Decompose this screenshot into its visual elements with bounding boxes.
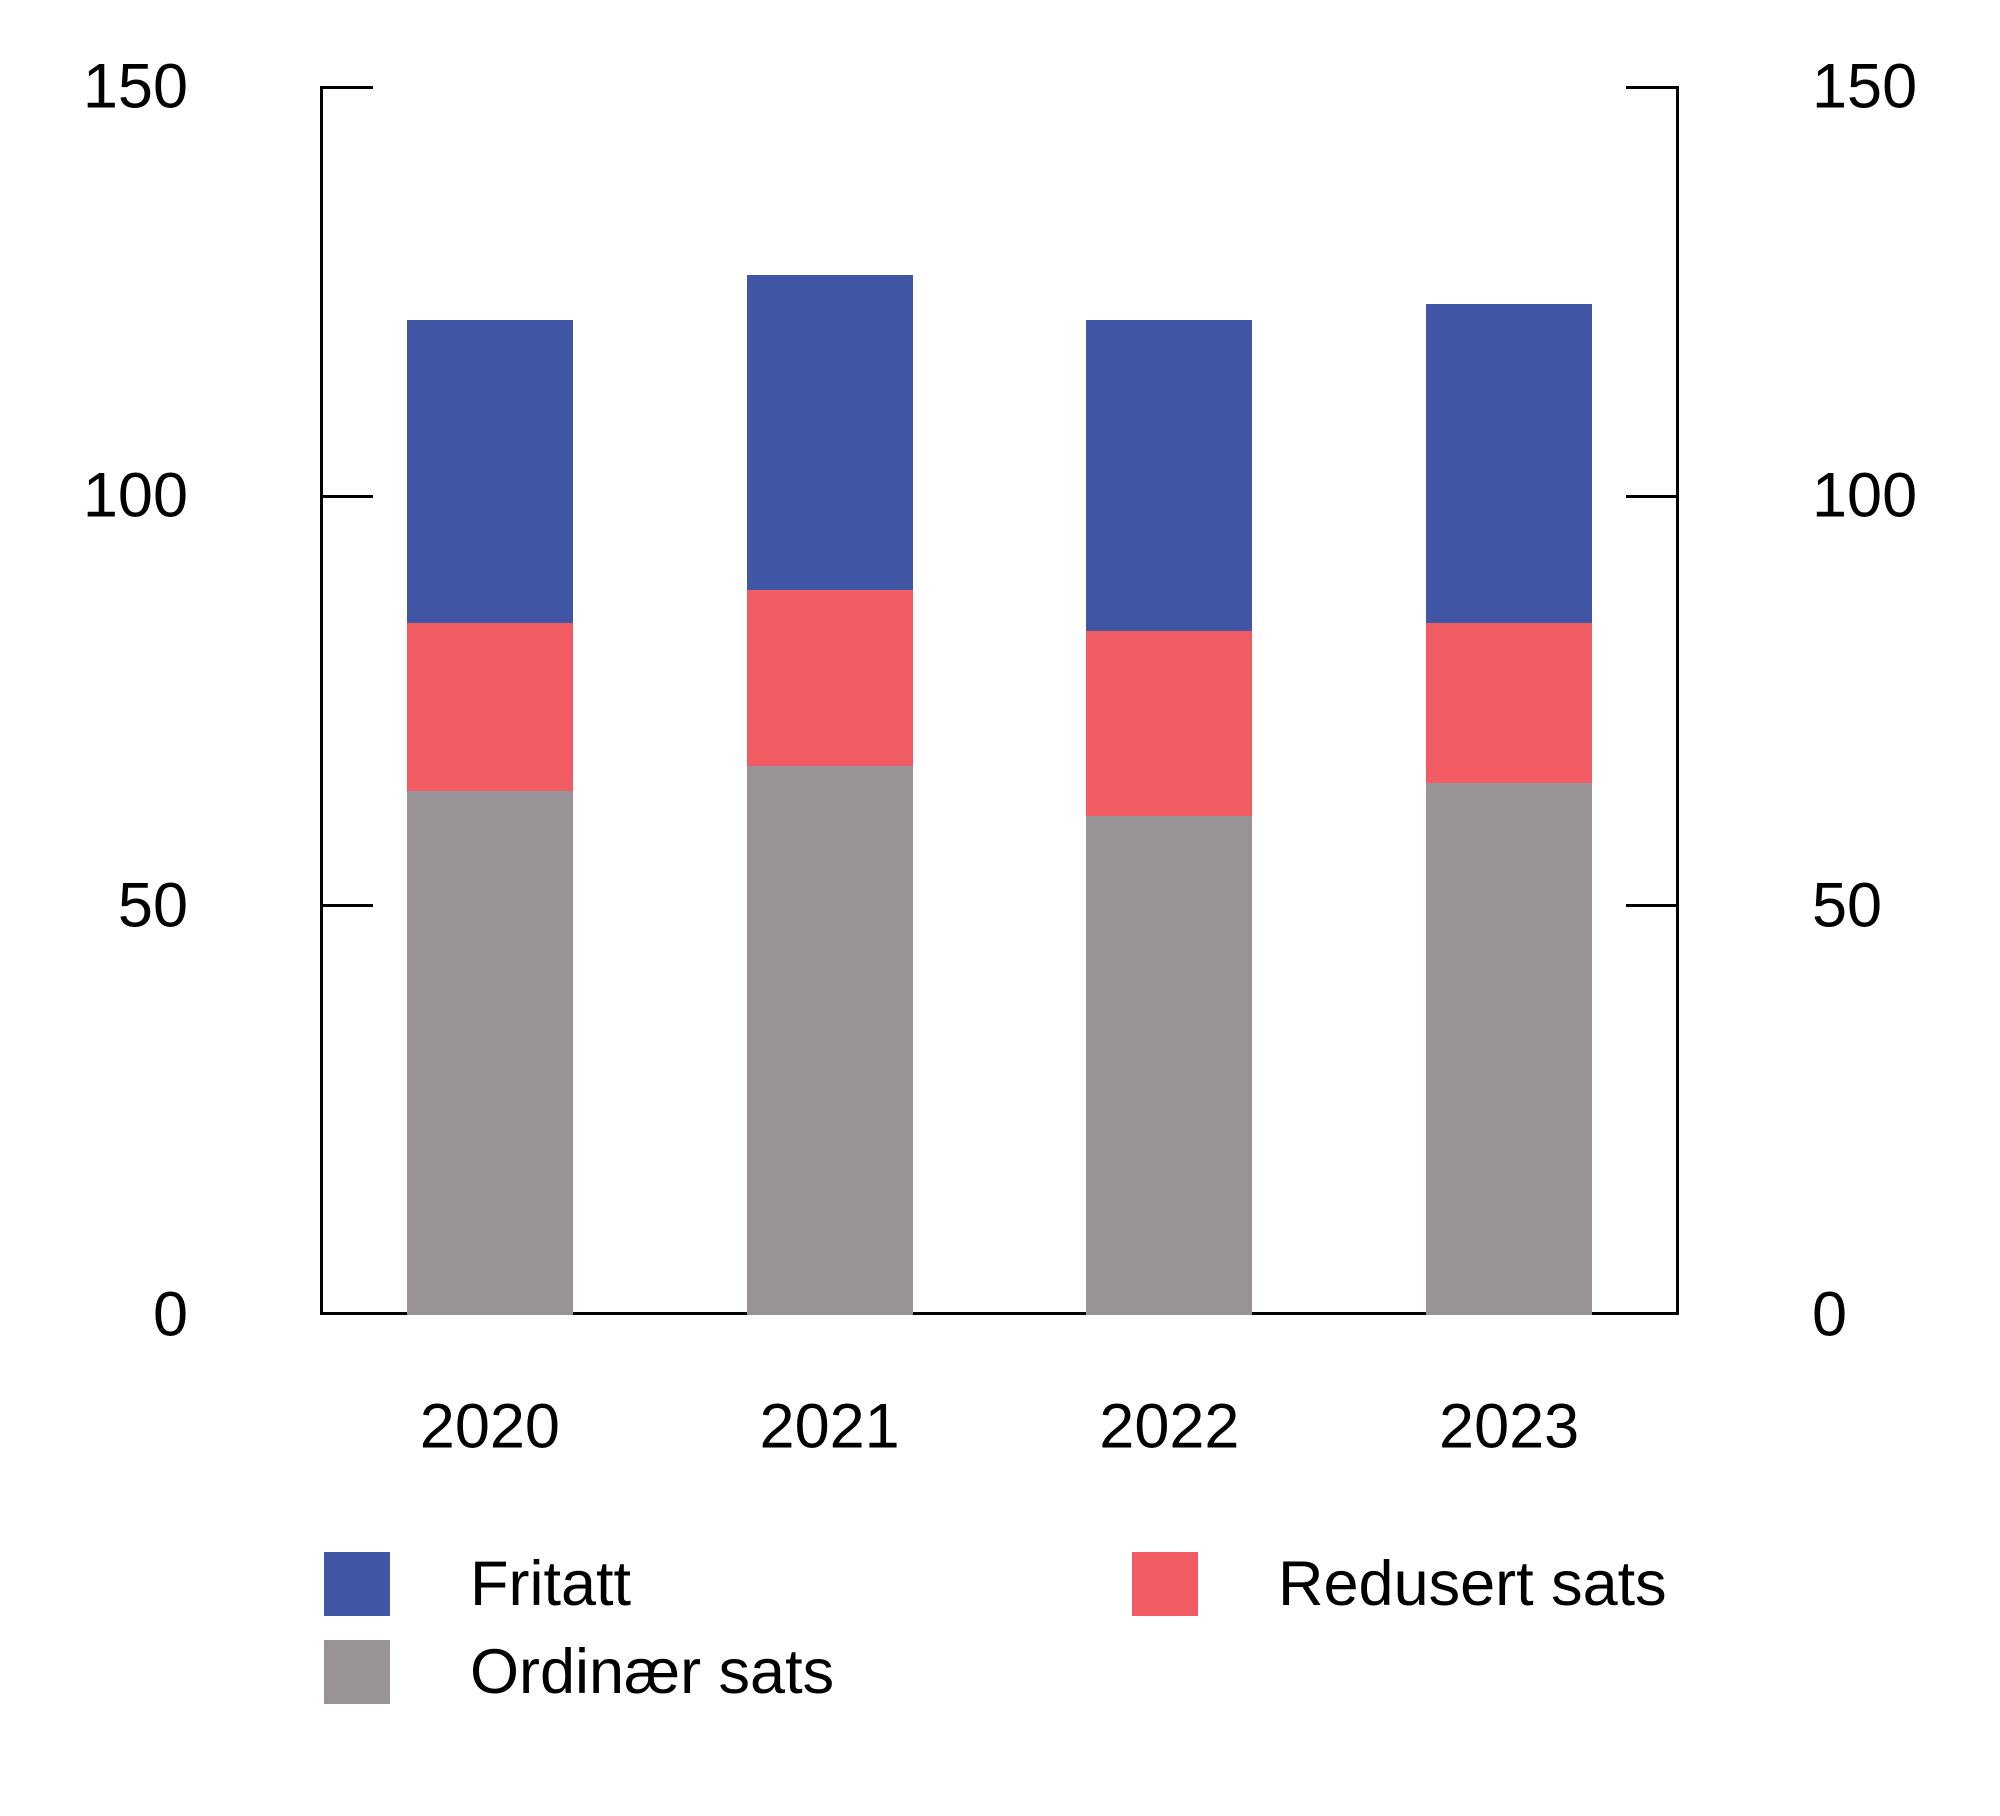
y-axis-tick-left-100 xyxy=(320,494,373,498)
x-axis-label-2021: 2021 xyxy=(759,1391,900,1462)
legend-swatch-ordinaer-sats xyxy=(324,1640,390,1704)
legend-swatch-redusert-sats xyxy=(1132,1552,1198,1616)
bar-2021-fritatt xyxy=(746,275,913,591)
legend-label-ordinaer-sats: Ordinær sats xyxy=(470,1636,835,1707)
bar-2023-redusert-sats xyxy=(1426,623,1593,783)
bar-2023-fritatt xyxy=(1426,303,1593,624)
y-axis-label-right-0: 0 xyxy=(1812,1279,1848,1350)
y-axis-tick-left-50 xyxy=(320,904,373,908)
bar-2023-ordinaer-sats xyxy=(1426,782,1593,1315)
bar-2022-fritatt xyxy=(1086,320,1253,632)
legend-item-fritatt: Fritatt xyxy=(324,1552,631,1616)
legend-item-ordinaer-sats: Ordinær sats xyxy=(324,1640,834,1704)
bar-2020-fritatt xyxy=(406,320,573,624)
bar-2020-redusert-sats xyxy=(406,623,573,792)
y-axis-label-right-50: 50 xyxy=(1812,870,1883,941)
legend-label-redusert-sats: Redusert sats xyxy=(1278,1548,1667,1619)
bar-2021-ordinaer-sats xyxy=(746,766,913,1315)
legend-item-redusert-sats: Redusert sats xyxy=(1132,1552,1667,1616)
y-axis-tick-right-100 xyxy=(1626,494,1679,498)
bar-2022-redusert-sats xyxy=(1086,631,1253,816)
y-axis-label-left-0: 0 xyxy=(152,1279,188,1350)
x-axis-label-2022: 2022 xyxy=(1099,1391,1240,1462)
y-axis-tick-right-150 xyxy=(1626,85,1679,89)
legend-swatch-fritatt xyxy=(324,1552,390,1616)
plot-area xyxy=(320,87,1679,1315)
bar-2021-redusert-sats xyxy=(746,590,913,767)
bar-2022-ordinaer-sats xyxy=(1086,815,1253,1315)
y-axis-label-left-50: 50 xyxy=(117,870,188,941)
y-axis-label-right-100: 100 xyxy=(1812,460,1918,531)
y-axis-label-left-100: 100 xyxy=(82,460,188,531)
y-axis-tick-right-50 xyxy=(1626,904,1679,908)
y-axis-tick-left-150 xyxy=(320,85,373,89)
y-axis-label-left-150: 150 xyxy=(82,51,188,122)
x-axis-label-2023: 2023 xyxy=(1439,1391,1580,1462)
legend-label-fritatt: Fritatt xyxy=(470,1548,632,1619)
bar-2020-ordinaer-sats xyxy=(406,791,573,1315)
x-axis-label-2020: 2020 xyxy=(419,1391,560,1462)
y-axis-label-right-150: 150 xyxy=(1812,51,1918,122)
